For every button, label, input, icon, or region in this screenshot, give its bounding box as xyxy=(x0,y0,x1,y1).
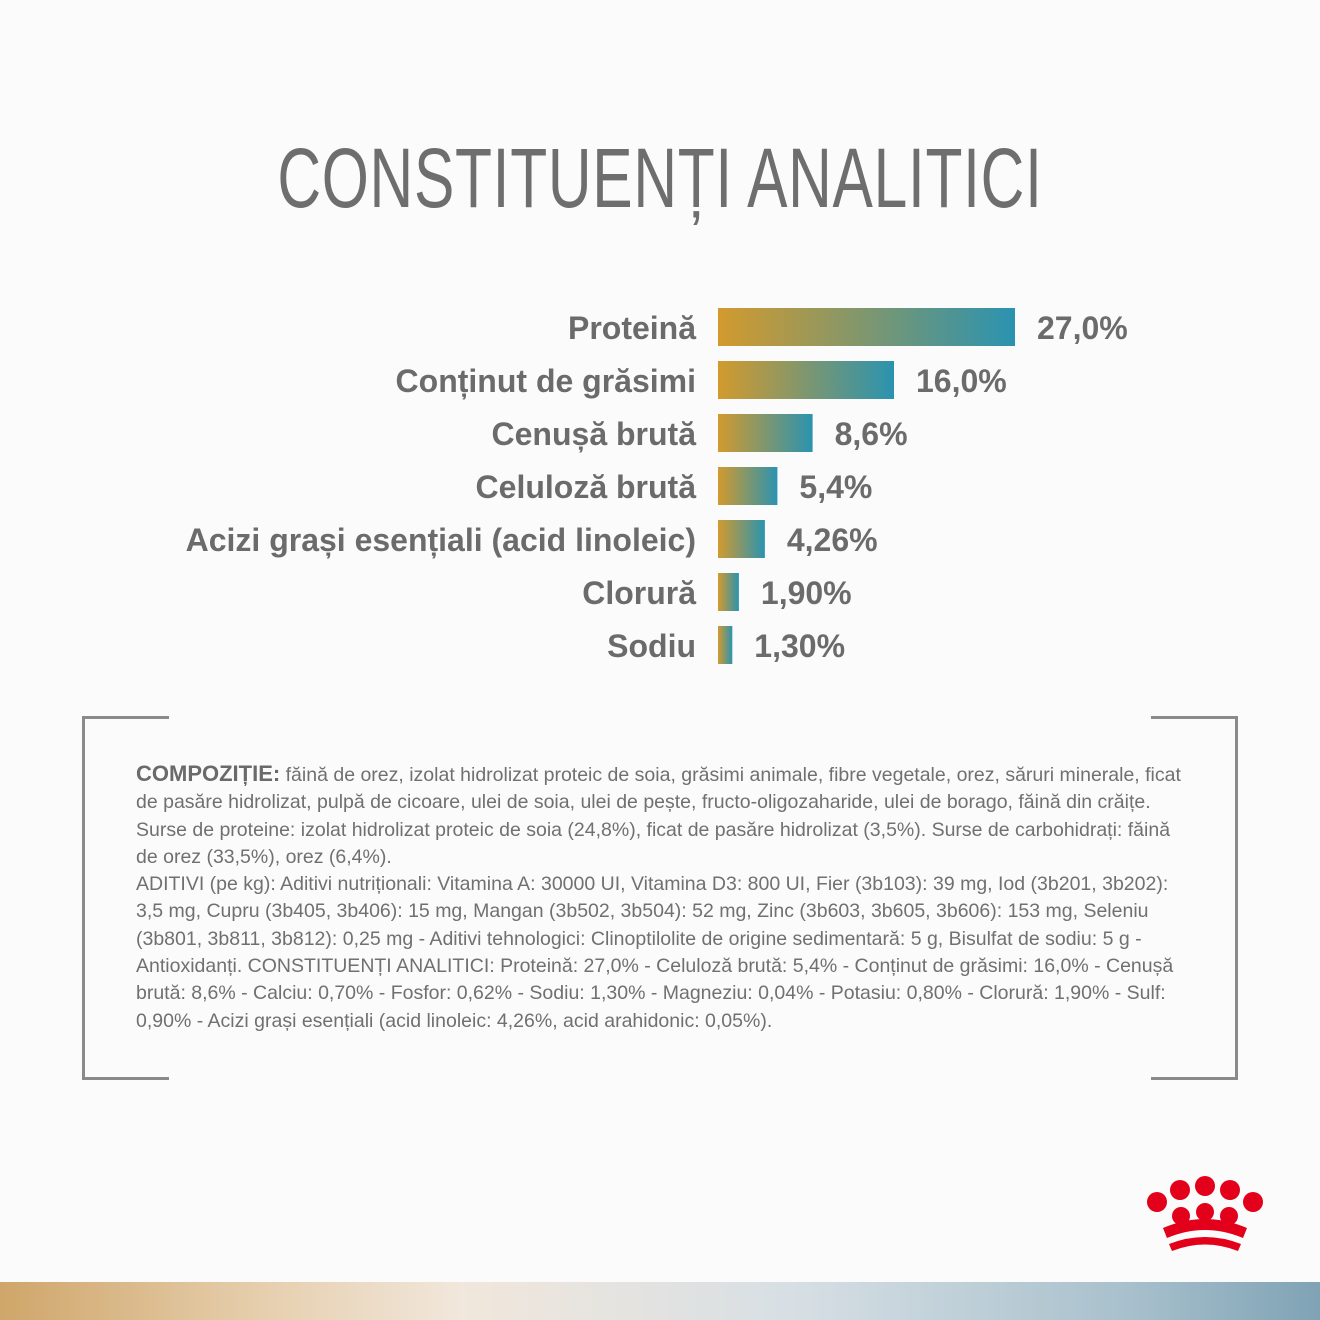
ingredients-text: făină de orez, izolat hidrolizat proteic… xyxy=(136,764,1181,868)
category-label: Acizi grași esențiali (acid linoleic) xyxy=(186,522,696,558)
category-label: Cenușă brută xyxy=(492,416,697,452)
additives-text: ADITIVI (pe kg): Aditivi nutriționali: V… xyxy=(136,873,1174,1032)
category-label: Proteină xyxy=(568,310,696,346)
value-label: 4,26% xyxy=(787,522,878,558)
value-label: 1,90% xyxy=(761,575,852,611)
composition-block: COMPOZIȚIE: făină de orez, izolat hidrol… xyxy=(136,760,1196,1035)
bracket-left xyxy=(82,716,169,1080)
category-label: Conținut de grăsimi xyxy=(396,363,696,399)
crown-icon xyxy=(1147,1176,1263,1251)
category-label: Celuloză brută xyxy=(476,469,697,505)
bar xyxy=(718,573,739,611)
bracket-right xyxy=(1151,716,1238,1080)
footer-gradient-band xyxy=(0,1282,1320,1320)
value-label: 16,0% xyxy=(916,363,1007,399)
bar-chart: Proteină 27,0% Conținut de grăsimi 16,0% Cen… xyxy=(186,308,1128,664)
composition-label: COMPOZIȚIE: xyxy=(136,761,281,786)
bar xyxy=(718,626,733,664)
category-label: Sodiu xyxy=(607,628,696,664)
bar xyxy=(718,308,1015,346)
value-label: 1,30% xyxy=(754,628,845,664)
composition-ingredients: COMPOZIȚIE: făină de orez, izolat hidrol… xyxy=(136,760,1196,871)
page-title: CONSTITUENȚI ANALITICI xyxy=(277,131,1043,225)
bar xyxy=(718,467,778,505)
value-label: 5,4% xyxy=(799,469,872,505)
value-label: 27,0% xyxy=(1037,310,1128,346)
bar xyxy=(718,361,894,399)
bar xyxy=(718,414,813,452)
category-label: Clorură xyxy=(582,575,696,611)
value-label: 8,6% xyxy=(835,416,908,452)
bar xyxy=(718,520,765,558)
